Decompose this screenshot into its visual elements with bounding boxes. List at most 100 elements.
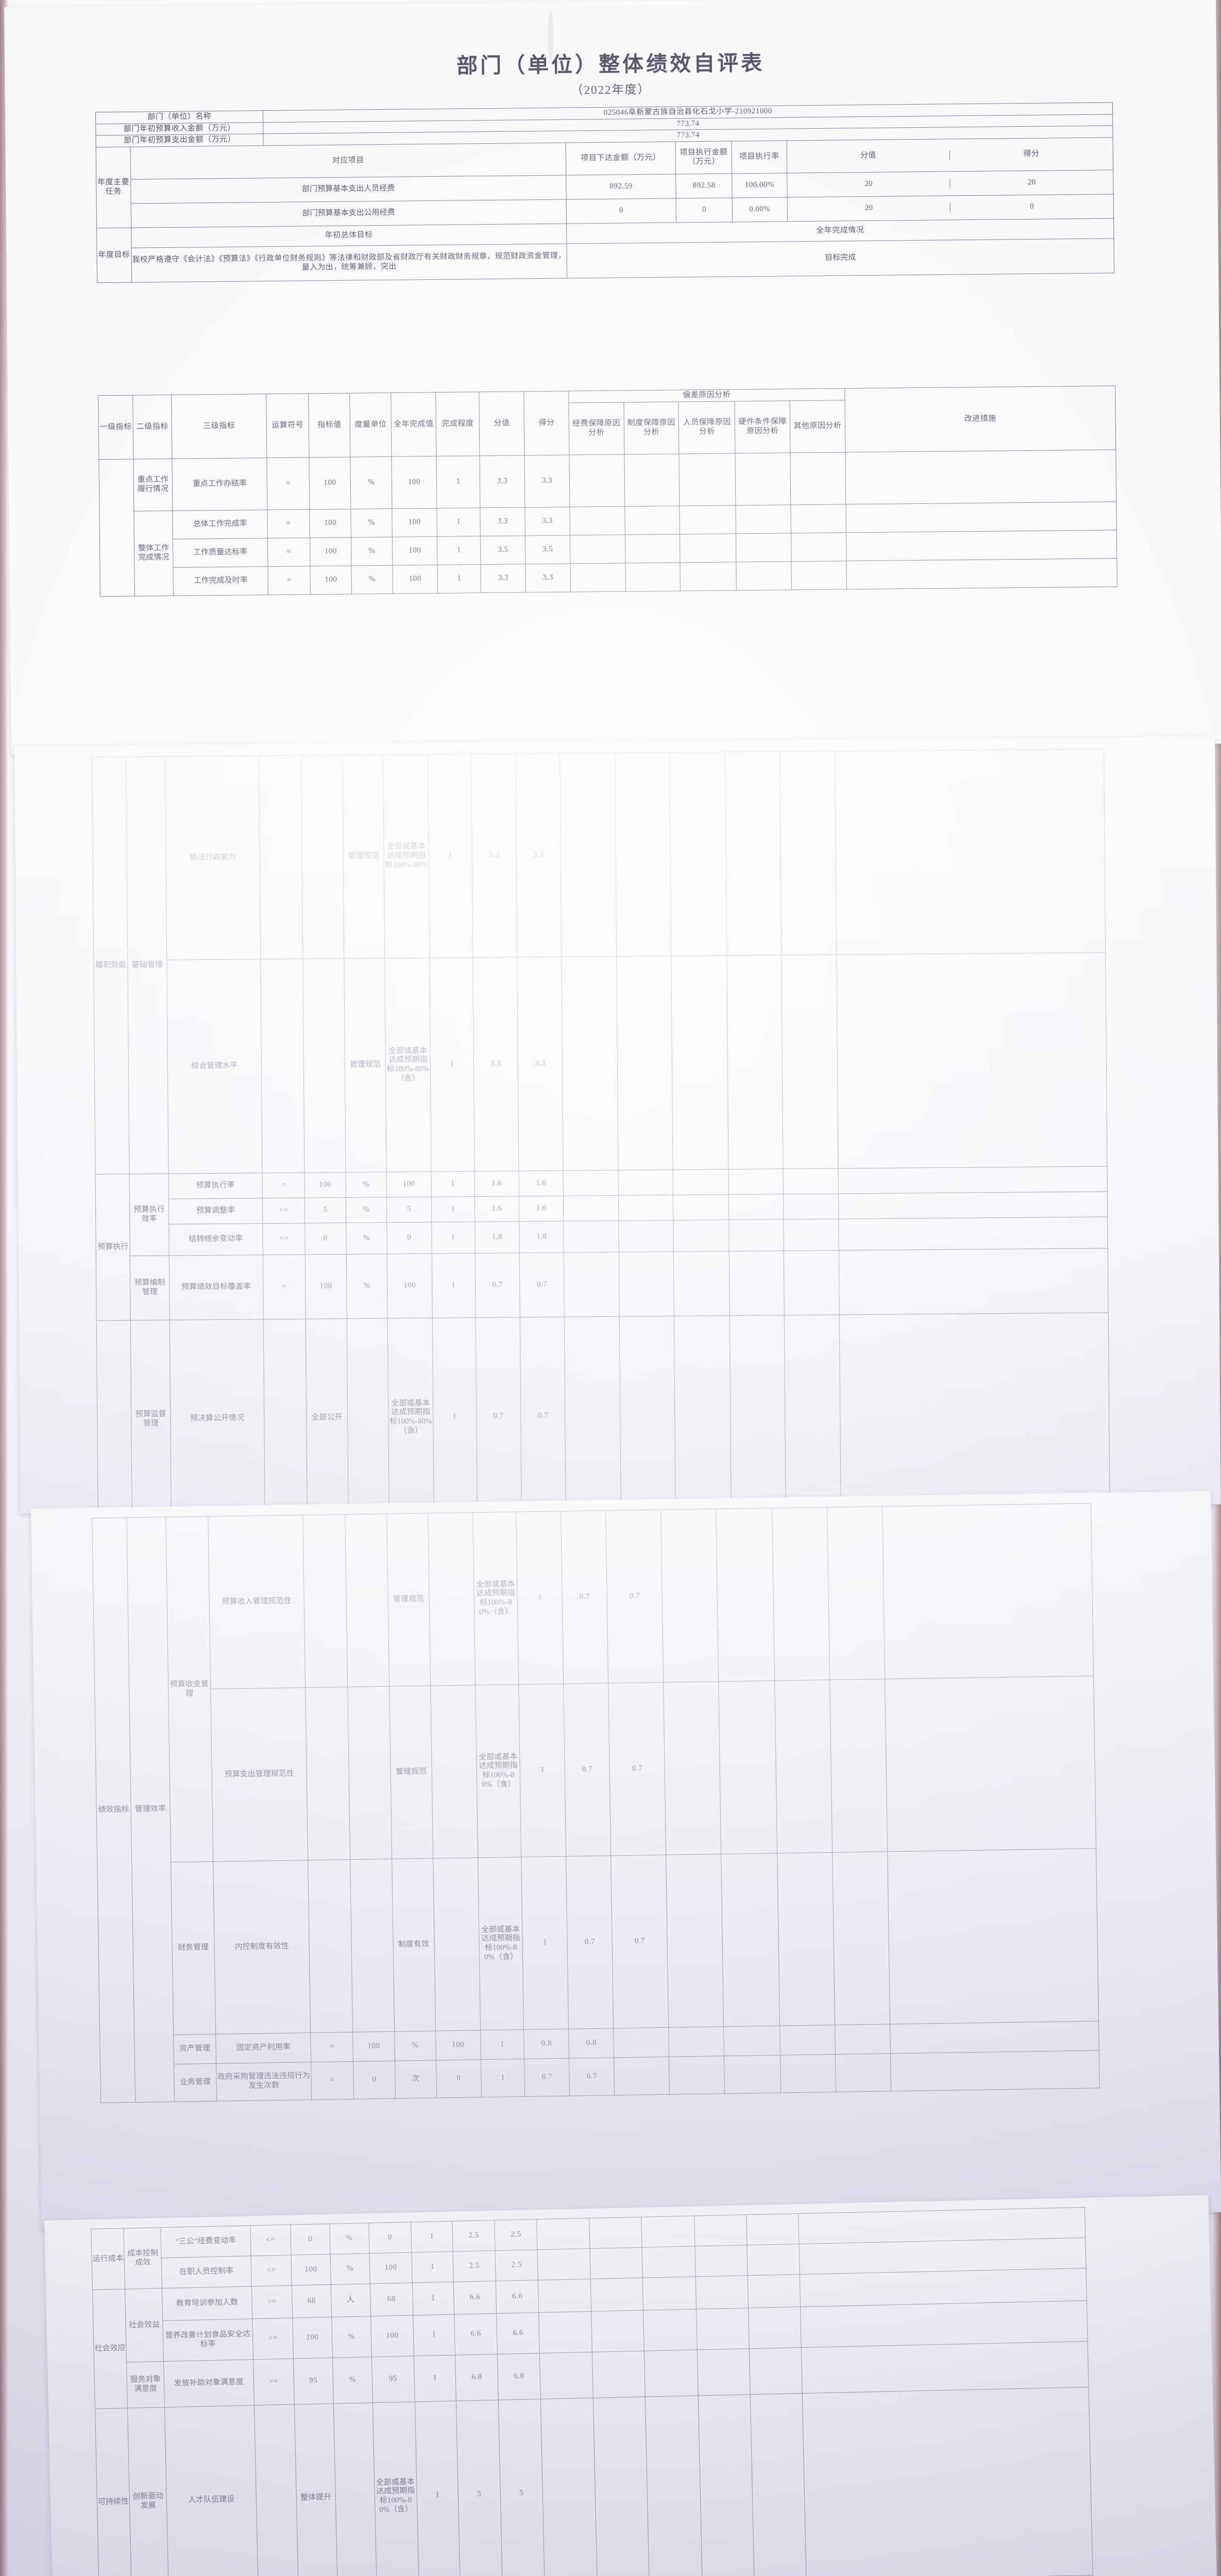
cell-operator [259, 755, 303, 959]
cell-dev-other [748, 2307, 802, 2349]
cell-unit: % [330, 2253, 370, 2285]
cell-unit: 管理规范 [342, 754, 385, 959]
indicator-row: 财务管理 内控制度有效性 制度有效 全部或基本达成预期指标100%-80%（含）… [97, 1848, 1099, 2036]
cell-target: 68 [292, 2284, 332, 2318]
cell-actual: 100 [392, 508, 437, 537]
cell-dev-other [885, 1675, 1096, 1852]
cell-dev-funds [539, 2352, 593, 2399]
cell-dev-funds [564, 1221, 619, 1253]
cell-lvl3: 政府采购管理违法违规行为发生次数 [216, 2062, 312, 2102]
cell-measures [835, 749, 1106, 955]
cell-operator: = [267, 537, 311, 567]
cell-dev-hardware [829, 1679, 888, 1853]
cell-lvl2: 创新驱动发展 [127, 2407, 169, 2576]
task-weight-score-personnel: 20 20 [787, 170, 1114, 197]
cell-lvl3: 工作完成及时率 [173, 566, 268, 596]
cell-score: 0.7 [610, 1855, 669, 2028]
cell-lvl3: 综合管理水平 [166, 959, 263, 1174]
cell-operator: = [311, 2061, 354, 2100]
cell-degree: 1 [412, 2282, 454, 2315]
cell-unit: 管理规范 [386, 1513, 431, 1687]
cell-lvl3: 内控制度有效性 [213, 1860, 311, 2035]
cell-target: 100 [291, 2254, 331, 2286]
cell-dev-other [746, 2213, 800, 2245]
cell-dev-staff [680, 533, 737, 563]
cell-measures [802, 2387, 1093, 2576]
cell-lvl3: 预算执行率 [168, 1173, 263, 1199]
cell-operator [308, 1859, 353, 2033]
cell-operator: = [267, 509, 310, 538]
cell-weight: 0.7 [566, 1855, 614, 2029]
col-header-dev-staff: 人员保障原因分析 [679, 401, 736, 454]
cell-dev-funds [569, 506, 625, 535]
cell-lvl2: 预算执行效率 [129, 1174, 169, 1256]
task-project-personnel: 部门预算基本支出人员经费 [130, 175, 567, 204]
cell-operator [260, 959, 305, 1173]
cell-dev-other [783, 1168, 838, 1194]
cell-degree: 1 [431, 1222, 475, 1254]
cell-actual: 全部或基本达成预期指标100%-80%（含） [387, 1318, 434, 1517]
cell-dev-other [750, 2393, 807, 2576]
cell-weight: 3.3 [481, 564, 526, 593]
cell-actual: 5 [386, 1197, 432, 1223]
cell-measures [836, 952, 1107, 1168]
task-header-issued: 项目下达金额（万元） [566, 142, 676, 176]
cell-score: 6.6 [496, 2312, 540, 2354]
cell-lvl3: 结转结余变动率 [168, 1223, 263, 1256]
cell-score: 0.8 [568, 2028, 614, 2059]
cell-weight: 0.7 [524, 2058, 570, 2097]
cell-lvl3: 在职人员控制率 [161, 2256, 252, 2289]
cell-degree: 1 [480, 2029, 524, 2060]
cell-dev-system [625, 534, 681, 563]
task-rate-public: 0.00% [732, 197, 788, 223]
cell-actual: 全部或基本达成预期指标100%-80%（含） [372, 2401, 419, 2576]
cell-actual: 100 [393, 565, 438, 594]
cell-degree: 1 [437, 564, 481, 594]
cell-degree: 1 [415, 2401, 461, 2576]
cell-degree: 1 [516, 1511, 564, 1685]
cell-lvl3: 预算收入管理规范性 [208, 1515, 306, 1689]
cell-unit: % [331, 2316, 372, 2358]
header-info-table: 部门（单位）名称 025046阜新蒙古族自治县化石戈小学-210921000 部… [95, 102, 1114, 283]
cell-lvl3: 固定资产利用率 [215, 2032, 311, 2064]
cell-unit: % [332, 2357, 372, 2404]
cell-lvl2: 社会效益 [125, 2288, 164, 2363]
indicator-table-page-2: 履职效能 基础管理 依法行政能力 管理规范 全部或基本达成预期指标100%-80… [92, 749, 1110, 1519]
cell-dev-system [618, 1195, 673, 1221]
cell-score: 3.3 [525, 563, 571, 592]
cell-dev-other [882, 1503, 1094, 1679]
cell-actual: 100 [370, 2315, 414, 2357]
document-page-2: 履职效能 基础管理 依法行政能力 管理规范 全部或基本达成预期指标100%-80… [14, 736, 1221, 1519]
cell-dev-system [718, 1681, 777, 1854]
cell-unit: % [346, 1253, 388, 1319]
document-page-1: 部门（单位）整体绩效自评表 （2022年度） 部门（单位）名称 025046阜新… [4, 0, 1221, 755]
cell-measures [890, 2050, 1100, 2091]
cell-lvl2: 预算编制管理 [130, 1256, 169, 1320]
cell-lvl2-sub: 业务管理 [174, 2063, 217, 2102]
cell-dev-system [669, 2056, 725, 2095]
cell-weight: 1.8 [474, 1221, 520, 1253]
col-header-score: 得分 [523, 391, 569, 455]
cell-target: 整体提升 [294, 2403, 338, 2576]
cell-target [348, 1686, 392, 1860]
document-page-4: 运行成本 成本控制成效 “三公”经费变动率 <= 0 % 0 1 2.5 2.5… [44, 2195, 1221, 2576]
cell-lvl3: 工作质量达标率 [173, 538, 268, 568]
cell-dev-hardware [694, 2245, 748, 2277]
info-label-department: 部门（单位）名称 [95, 110, 264, 124]
cell-actual: 全部或基本达成预期指标100%-80%（含） [472, 1512, 519, 1685]
cell-target: 0 [353, 2061, 396, 2099]
col-header-actual: 全年完成值 [391, 392, 436, 457]
cell-dev-staff [642, 2276, 697, 2311]
cell-lvl2: 重点工作履行情况 [133, 459, 173, 511]
cell-dev-funds [563, 1195, 619, 1222]
cell-dev-hardware [694, 2214, 748, 2246]
cell-unit: 管理规范 [389, 1686, 433, 1859]
col-header-lvl1: 一级指标 [98, 395, 133, 460]
cell-unit: 管理规范 [344, 958, 387, 1173]
cell-target [350, 1859, 395, 2032]
cell-operator: <= [250, 2225, 291, 2256]
cell-dev-hardware [779, 2025, 836, 2056]
cell-dev-staff [680, 505, 736, 534]
cell-operator: >= [253, 2359, 295, 2405]
cell-score: 0.7 [520, 1317, 566, 1516]
